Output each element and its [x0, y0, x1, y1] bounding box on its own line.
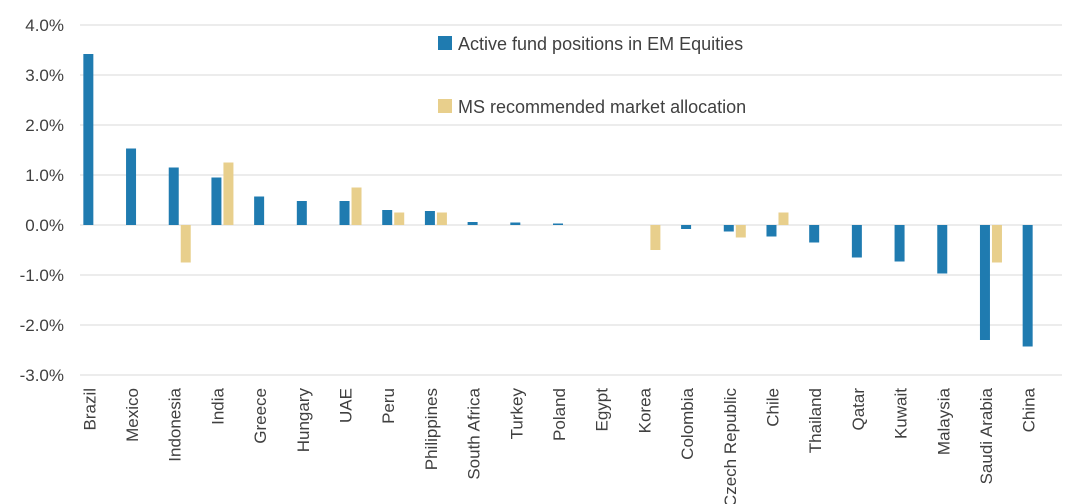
- bar: [1022, 225, 1033, 347]
- x-tick-label: Mexico: [123, 388, 142, 442]
- x-tick-label: Poland: [550, 388, 569, 441]
- bar: [681, 225, 692, 229]
- y-axis: 4.0% 3.0% 2.0% 1.0% 0.0% -1.0% -2.0% -3.0%: [20, 16, 64, 385]
- y-tick-label: -1.0%: [20, 266, 64, 285]
- x-tick-label: Kuwait: [892, 388, 911, 439]
- x-tick-label: Chile: [763, 388, 782, 427]
- x-tick-label: Egypt: [593, 388, 612, 432]
- bar: [979, 225, 990, 340]
- x-tick-label: Indonesia: [166, 387, 185, 461]
- x-tick-label: Czech Republic: [721, 388, 740, 504]
- x-tick-label: China: [1020, 387, 1039, 432]
- bar: [180, 225, 191, 263]
- y-tick-label: -3.0%: [20, 366, 64, 385]
- x-tick-label: India: [208, 387, 227, 424]
- bar: [723, 225, 734, 232]
- x-tick-label: Hungary: [294, 388, 313, 453]
- x-tick-label: Turkey: [507, 388, 526, 440]
- bar: [382, 210, 393, 225]
- bar: [778, 212, 789, 225]
- bar: [553, 223, 563, 225]
- x-tick-label: Philippines: [422, 388, 441, 470]
- x-tick-label: South Africa: [465, 387, 484, 479]
- bars: [83, 54, 1033, 347]
- y-tick-label: 1.0%: [25, 166, 64, 185]
- x-tick-label: Greece: [251, 388, 270, 444]
- bar: [937, 225, 948, 274]
- y-tick-label: -2.0%: [20, 316, 64, 335]
- legend-label: Active fund positions in EM Equities: [458, 34, 743, 54]
- bar: [83, 54, 94, 225]
- legend: Active fund positions in EM Equities MS r…: [438, 34, 746, 117]
- x-axis: Brazil Mexico Indonesia India Greece Hungary U…: [80, 387, 1038, 504]
- bar: [168, 167, 179, 225]
- legend-swatch: [438, 99, 452, 113]
- bar: [394, 212, 405, 225]
- legend-swatch: [438, 36, 452, 50]
- y-tick-label: 2.0%: [25, 116, 64, 135]
- bar: [467, 222, 478, 225]
- x-tick-label: Korea: [635, 387, 654, 433]
- bar: [296, 201, 307, 225]
- x-tick-label: Colombia: [678, 387, 697, 459]
- bar: [510, 222, 521, 225]
- x-tick-label: Saudi Arabia: [977, 387, 996, 484]
- y-tick-label: 0.0%: [25, 216, 64, 235]
- bar: [650, 225, 661, 250]
- y-tick-label: 4.0%: [25, 16, 64, 35]
- bar: [809, 225, 820, 243]
- x-tick-label: Qatar: [849, 388, 868, 431]
- bar: [339, 201, 350, 225]
- bar: [254, 196, 265, 225]
- x-tick-label: UAE: [337, 388, 356, 423]
- x-tick-label: Malaysia: [934, 387, 953, 455]
- bar: [424, 211, 435, 225]
- bar: [351, 187, 362, 225]
- legend-label: MS recommended market allocation: [458, 97, 746, 117]
- x-tick-label: Peru: [379, 388, 398, 424]
- bar: [851, 225, 862, 258]
- y-tick-label: 3.0%: [25, 66, 64, 85]
- bar: [991, 225, 1002, 263]
- x-tick-label: Brazil: [80, 388, 99, 431]
- bar: [223, 162, 234, 225]
- bar: [766, 225, 777, 237]
- bar: [211, 177, 222, 225]
- x-tick-label: Thailand: [806, 388, 825, 453]
- bar: [436, 212, 447, 225]
- bar: [126, 148, 137, 225]
- bar: [735, 225, 746, 238]
- gridlines: [80, 24, 1062, 376]
- bar: [894, 225, 905, 262]
